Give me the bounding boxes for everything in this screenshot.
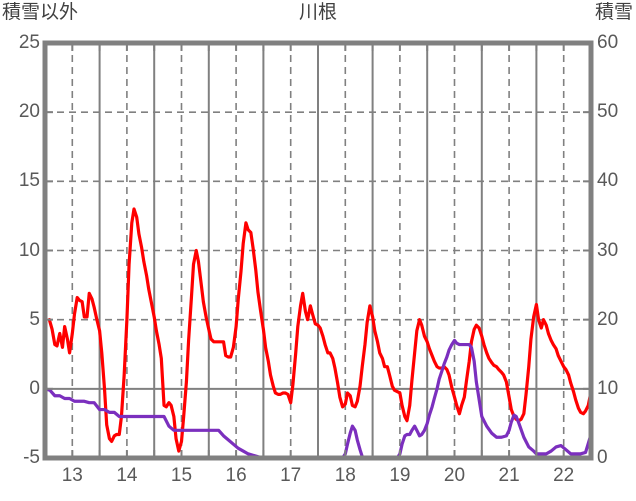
series-line-snow bbox=[45, 338, 591, 458]
x-axis-tick-label: 20 bbox=[443, 465, 466, 486]
x-axis-tick-label: 13 bbox=[61, 465, 83, 486]
x-axis-tick-label: 17 bbox=[280, 465, 302, 486]
right-axis-unit-label: 積雪 bbox=[594, 2, 633, 23]
x-axis-tick-label: 16 bbox=[225, 465, 247, 486]
x-axis-tick-label: 22 bbox=[553, 465, 575, 486]
y-axis-tick-label: -5 bbox=[23, 447, 40, 468]
y2-axis-tick-label: 10 bbox=[597, 377, 619, 399]
gridlines bbox=[45, 43, 591, 458]
x-axis-tick-label: 18 bbox=[334, 465, 356, 486]
y-axis-tick-label: 5 bbox=[29, 308, 40, 330]
y2-axis-tick-label: 30 bbox=[597, 239, 619, 261]
y-axis-tick-label: 20 bbox=[18, 101, 40, 123]
y2-axis-tick-label: 20 bbox=[597, 308, 619, 330]
y-axis-tick-label: 25 bbox=[18, 32, 40, 53]
x-axis-tick-label: 21 bbox=[498, 465, 520, 486]
x-axis-tick-label: 14 bbox=[116, 465, 138, 486]
x-axis-tick-label: 19 bbox=[389, 465, 411, 486]
plot-frame bbox=[42, 40, 594, 461]
data-series-group bbox=[45, 207, 591, 458]
series-line-non-snow bbox=[47, 207, 591, 453]
page-title: 川根 bbox=[298, 2, 337, 23]
y2-axis-tick-label: 60 bbox=[597, 32, 619, 53]
y2-axis-tick-label: 0 bbox=[597, 447, 608, 468]
y2-axis-tick-label: 40 bbox=[597, 170, 619, 192]
left-axis-unit-label: 積雪以外 bbox=[2, 2, 79, 23]
y-axis-tick-label: 10 bbox=[18, 239, 40, 261]
y-axis-tick-label: 15 bbox=[18, 170, 40, 192]
y2-axis-tick-label: 50 bbox=[597, 101, 619, 123]
y-axis-tick-label: 0 bbox=[29, 377, 40, 399]
x-axis-tick-label: 15 bbox=[170, 465, 193, 486]
